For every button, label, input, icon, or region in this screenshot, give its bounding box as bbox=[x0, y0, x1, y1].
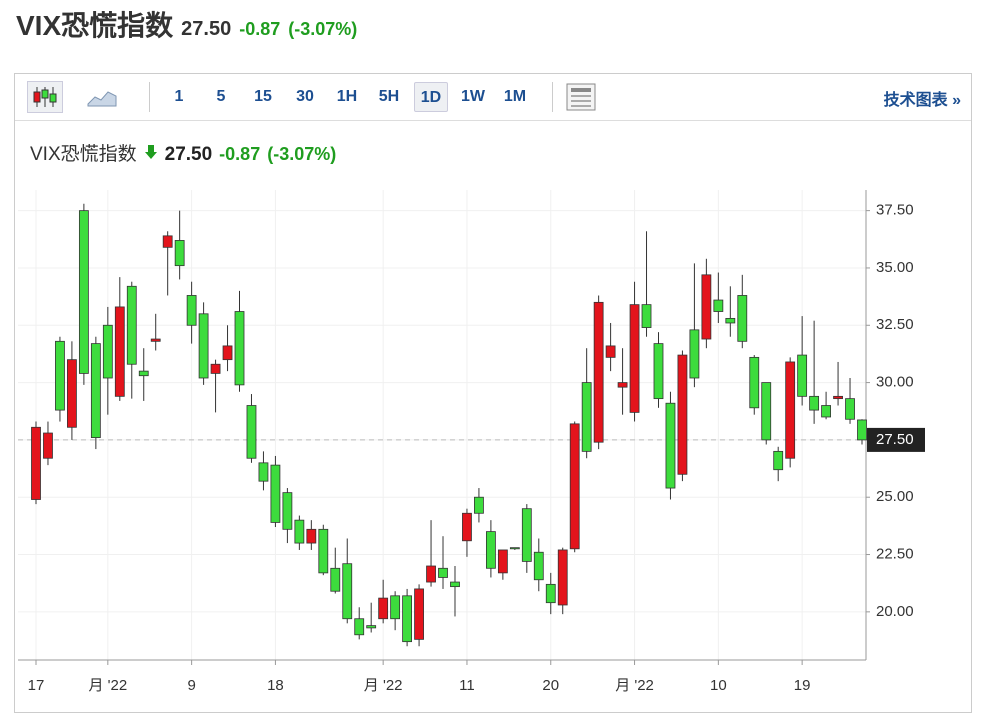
change: -0.87 bbox=[239, 19, 281, 39]
legend-price: 27.50 bbox=[164, 144, 213, 165]
header: VIX恐慌指数 27.50 -0.87 (-3.07%) bbox=[16, 4, 357, 44]
chart-panel: 1 5 15 30 1H 5H 1D 1W 1M 技术图表 » bbox=[14, 73, 972, 713]
interval-button[interactable]: 1 bbox=[174, 88, 184, 105]
legend: VIX恐慌指数 27.50 -0.87 (-3.07%) bbox=[30, 139, 336, 166]
interval-button[interactable]: 1M bbox=[503, 88, 527, 105]
interval-button[interactable]: 1D bbox=[414, 82, 448, 112]
change-pct: (-3.07%) bbox=[288, 19, 358, 39]
separator bbox=[149, 82, 150, 112]
divider bbox=[12, 54, 976, 62]
interval-button[interactable]: 1W bbox=[461, 88, 485, 105]
interval-button[interactable]: 30 bbox=[296, 88, 314, 105]
line-icon[interactable] bbox=[85, 82, 119, 112]
down-arrow bbox=[144, 145, 157, 159]
interval-button[interactable]: 1H bbox=[336, 88, 358, 105]
legend-change-pct: (-3.07%) bbox=[267, 144, 337, 164]
title: VIX恐慌指数 bbox=[16, 10, 174, 41]
layout-icon[interactable] bbox=[565, 82, 597, 112]
interval-button[interactable]: 15 bbox=[254, 88, 272, 105]
toolbar: 1 5 15 30 1H 5H 1D 1W 1M 技术图表 » bbox=[15, 74, 971, 121]
legend-name: VIX恐慌指数 bbox=[30, 144, 137, 165]
candle-icon[interactable] bbox=[27, 81, 63, 113]
separator bbox=[552, 82, 553, 112]
interval-button[interactable]: 5 bbox=[216, 88, 226, 105]
price: 27.50 bbox=[181, 18, 232, 40]
legend-change: -0.87 bbox=[219, 144, 261, 164]
technical-chart-link[interactable]: 技术图表 » bbox=[883, 92, 961, 109]
intervals: 1 5 15 30 1H 5H 1D 1W 1M bbox=[162, 82, 540, 112]
interval-button[interactable]: 5H bbox=[378, 88, 400, 105]
